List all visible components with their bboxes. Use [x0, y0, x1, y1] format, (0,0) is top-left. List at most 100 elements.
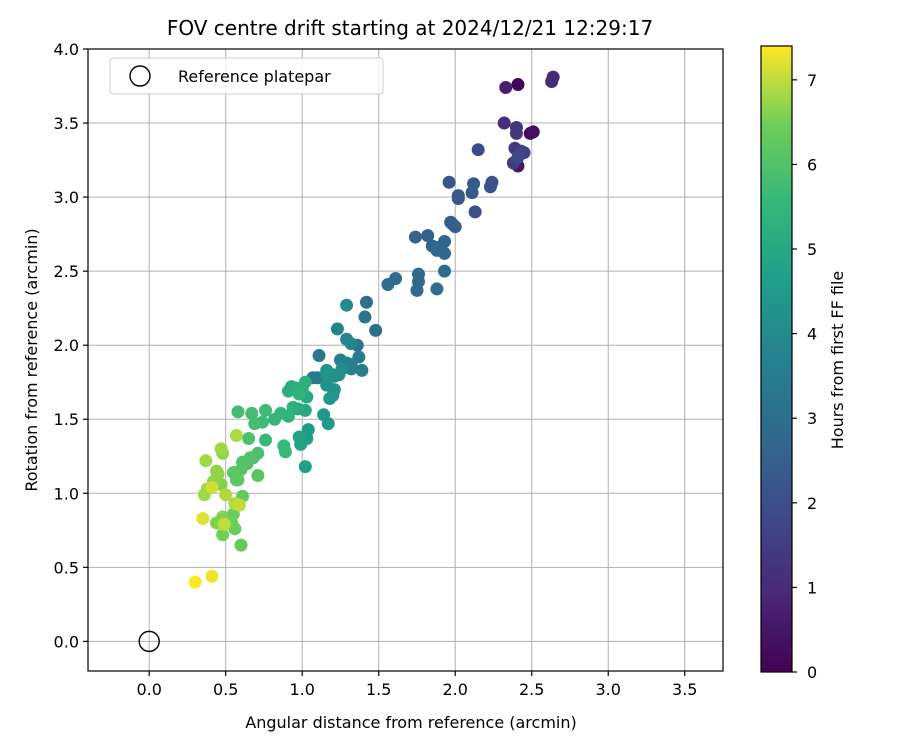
data-point	[210, 464, 224, 478]
data-point	[278, 445, 292, 459]
data-points	[188, 70, 560, 589]
y-tick-label: 2.5	[54, 262, 79, 281]
x-tick-label: 3.0	[596, 680, 621, 699]
y-axis-label: Rotation from reference (arcmin)	[22, 228, 41, 491]
data-point	[410, 283, 424, 297]
data-point	[358, 310, 372, 324]
data-point	[509, 126, 523, 140]
data-point	[216, 528, 230, 542]
data-point	[232, 498, 246, 512]
y-tick-label: 4.0	[54, 40, 79, 59]
y-axis-ticks: 0.0 0.5 1.0 1.5 2.0 2.5 3.0 3.5 4.0	[54, 40, 88, 651]
x-tick-label: 2.0	[443, 680, 468, 699]
x-tick-label: 0.5	[213, 680, 238, 699]
data-point	[442, 175, 456, 189]
data-point	[219, 488, 233, 502]
data-point	[214, 442, 228, 456]
data-point	[344, 337, 358, 351]
y-tick-label: 3.0	[54, 188, 79, 207]
y-tick-label: 2.0	[54, 336, 79, 355]
y-tick-label: 1.0	[54, 484, 79, 503]
data-point	[545, 75, 559, 89]
data-point	[430, 282, 444, 296]
data-point	[199, 454, 213, 468]
colorbar-tick-label: 5	[807, 240, 817, 259]
x-tick-label: 3.5	[672, 680, 697, 699]
chart-title: FOV centre drift starting at 2024/12/21 …	[167, 16, 653, 40]
data-point	[268, 412, 282, 426]
legend-entry-label: Reference platepar	[178, 67, 331, 86]
colorbar: 0 1 2 3 4 5 6 7 Hours from first FF file	[760, 45, 847, 682]
data-point	[444, 215, 458, 229]
data-point	[281, 384, 295, 398]
data-point	[292, 430, 306, 444]
grid-lines	[88, 48, 723, 671]
data-point	[468, 205, 482, 219]
data-point	[323, 392, 337, 406]
x-tick-label: 2.5	[519, 680, 544, 699]
data-point	[497, 116, 511, 130]
plot-frame	[87, 48, 724, 672]
data-point	[245, 406, 259, 420]
colorbar-tick-label: 1	[807, 578, 817, 597]
data-point	[251, 469, 265, 483]
data-point	[298, 460, 312, 474]
x-tick-label: 1.5	[366, 680, 391, 699]
x-axis-label: Angular distance from reference (arcmin)	[245, 713, 576, 732]
data-point	[205, 480, 219, 494]
data-point	[258, 403, 272, 417]
data-point	[485, 175, 499, 189]
data-point	[359, 295, 373, 309]
data-point	[312, 349, 326, 363]
colorbar-ticks: 0 1 2 3 4 5 6 7	[792, 71, 817, 682]
data-point	[298, 403, 312, 417]
y-tick-label: 0.5	[54, 558, 79, 577]
data-point	[258, 433, 272, 447]
data-point	[467, 177, 481, 191]
colorbar-tick-label: 3	[807, 409, 817, 428]
data-point	[234, 538, 248, 552]
y-tick-label: 0.0	[54, 632, 79, 651]
y-tick-label: 1.5	[54, 410, 79, 429]
data-point	[229, 429, 243, 443]
data-point	[217, 517, 231, 531]
legend: Reference platepar	[109, 57, 384, 95]
data-point	[381, 277, 395, 291]
data-point	[298, 375, 312, 389]
data-point	[421, 229, 435, 243]
x-axis-ticks: 0.0 0.5 1.0 1.5 2.0 2.5 3.0 3.5	[136, 671, 697, 699]
data-point	[511, 78, 525, 92]
colorbar-tick-label: 2	[807, 494, 817, 513]
data-point	[330, 322, 344, 336]
data-point	[438, 264, 452, 278]
data-point	[321, 417, 335, 431]
data-point	[355, 363, 369, 377]
colorbar-label: Hours from first FF file	[828, 271, 847, 450]
data-point	[248, 417, 262, 431]
data-point	[320, 363, 334, 377]
colorbar-tick-label: 6	[807, 155, 817, 174]
data-point	[408, 230, 422, 244]
data-point	[229, 473, 243, 487]
data-point	[511, 150, 525, 164]
data-point	[526, 125, 540, 139]
data-point	[231, 405, 245, 419]
data-point	[471, 143, 485, 157]
data-point	[188, 575, 202, 589]
reference-platepar-marker	[138, 630, 160, 653]
x-tick-label: 0.0	[136, 680, 161, 699]
colorbar-tick-label: 7	[807, 71, 817, 90]
data-point	[205, 569, 219, 583]
data-point	[499, 81, 513, 95]
x-tick-label: 1.0	[289, 680, 314, 699]
data-point	[430, 243, 444, 257]
colorbar-tick-label: 4	[807, 325, 817, 344]
data-point	[451, 189, 465, 203]
y-tick-label: 3.5	[54, 114, 79, 133]
data-point	[369, 323, 383, 337]
legend-hollow-circle-icon	[129, 65, 151, 87]
data-point	[242, 431, 256, 445]
data-point	[340, 298, 354, 312]
colorbar-gradient	[760, 45, 793, 673]
